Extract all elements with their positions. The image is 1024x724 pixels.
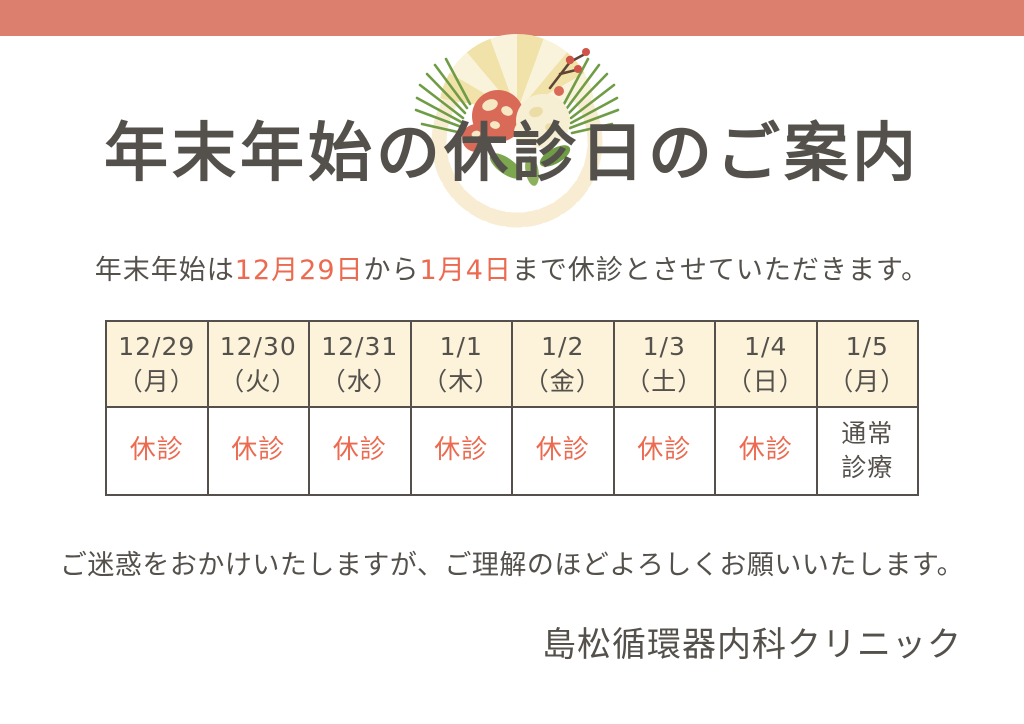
schedule-date-header: 1/1 （木） bbox=[411, 322, 511, 406]
closure-period-notice: 年末年始は12月29日から1月4日まで休診とさせていただきます。 bbox=[0, 248, 1024, 287]
schedule-status-cell: 休診 bbox=[614, 408, 714, 494]
notice-prefix: 年末年始は bbox=[94, 255, 235, 286]
schedule-status-cell: 通常診療 bbox=[817, 408, 917, 494]
closure-end-date: 1月4日 bbox=[419, 255, 512, 286]
schedule-date-header: 1/4 （日） bbox=[716, 322, 816, 406]
schedule-status-cell: 休診 bbox=[208, 408, 308, 494]
berry-sprig-icon bbox=[548, 48, 590, 96]
white-camellia-icon bbox=[514, 94, 570, 148]
leaf-icon bbox=[489, 145, 571, 186]
pine-needles-icon bbox=[414, 57, 620, 135]
red-camellia-icon bbox=[462, 90, 524, 152]
schedule-date-header: 12/30 （火） bbox=[208, 322, 308, 406]
schedule-status-cell: 休診 bbox=[310, 408, 410, 494]
schedule-date-header: 1/2 （金） bbox=[513, 322, 613, 406]
schedule-date-header: 1/3 （土） bbox=[614, 322, 714, 406]
page-title: 年末年始の休診日のご案内 bbox=[104, 117, 920, 191]
closure-start-date: 12月29日 bbox=[234, 255, 364, 286]
notice-suffix: まで休診とさせていただきます。 bbox=[511, 255, 930, 286]
schedule-status-cell: 休診 bbox=[716, 408, 816, 494]
closure-schedule-table: 12/29 （月） 12/30 （火） 12/31 （水） 1/1 （木） 1/2 （金）… bbox=[105, 320, 919, 496]
schedule-date-header: 12/29 （月） bbox=[107, 322, 207, 406]
header-accent-bar bbox=[0, 0, 1024, 36]
schedule-status-cell: 休診 bbox=[513, 408, 613, 494]
schedule-date-header: 12/31 （水） bbox=[310, 322, 410, 406]
new-year-wreath-icon bbox=[414, 33, 620, 228]
schedule-status-cell: 休診 bbox=[411, 408, 511, 494]
apology-message: ご迷惑をおかけいたしますが、ご理解のほどよろしくお願いいたします。 bbox=[59, 550, 965, 581]
notice-middle: から bbox=[363, 255, 420, 286]
schedule-date-header: 1/5 （月） bbox=[817, 322, 917, 406]
schedule-status-cell: 休診 bbox=[107, 408, 207, 494]
clinic-name: 島松循環器内科クリニック bbox=[542, 625, 962, 665]
